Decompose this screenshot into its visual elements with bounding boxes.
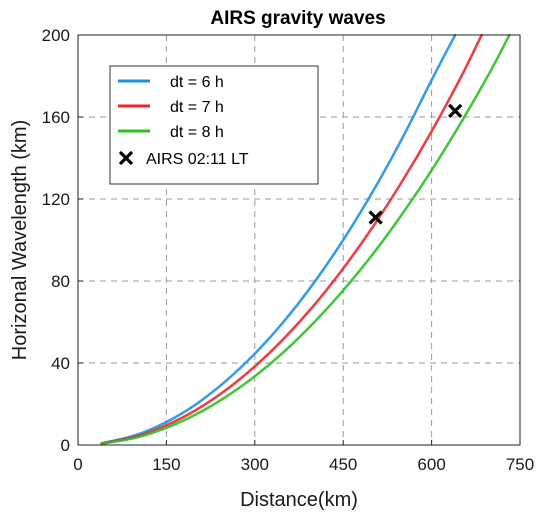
y-tick-label: 120 bbox=[42, 190, 70, 209]
x-tick-label: 600 bbox=[417, 455, 445, 474]
airs-marker bbox=[368, 210, 383, 225]
y-tick-label: 160 bbox=[42, 108, 70, 127]
series-line-dt6 bbox=[100, 33, 457, 445]
legend-label-airs: AIRS 02:11 LT bbox=[146, 151, 249, 168]
series-layer bbox=[100, 33, 511, 446]
series-line-dt7 bbox=[100, 33, 483, 445]
legend-label-dt8: dt = 8 h bbox=[170, 124, 224, 141]
y-axis-label: Horizonal Wavelength (km) bbox=[9, 120, 31, 360]
legend-label-dt6: dt = 6 h bbox=[170, 74, 224, 91]
y-tick-label: 40 bbox=[51, 354, 70, 373]
legend-marker-airs bbox=[118, 150, 134, 166]
x-tick-label: 300 bbox=[241, 455, 269, 474]
legend: dt = 6 h dt = 7 h dt = 8 h AIRS 02:11 LT bbox=[109, 65, 319, 185]
x-axis-label: Distance(km) bbox=[240, 489, 358, 511]
y-tick-label: 200 bbox=[42, 26, 70, 45]
x-tick-label: 0 bbox=[73, 455, 82, 474]
series-line-dt8 bbox=[100, 33, 511, 446]
x-tick-label: 450 bbox=[329, 455, 357, 474]
chart-title: AIRS gravity waves bbox=[210, 8, 385, 29]
x-tick-label: 150 bbox=[152, 455, 180, 474]
ticks: 0 150 300 450 600 750 0 40 80 120 160 200 bbox=[42, 26, 535, 474]
legend-label-dt7: dt = 7 h bbox=[170, 99, 224, 116]
airs-marker bbox=[448, 103, 463, 118]
plot-frame bbox=[77, 34, 521, 446]
legend-box bbox=[109, 65, 319, 185]
y-tick-label: 80 bbox=[51, 272, 70, 291]
x-tick-label: 750 bbox=[506, 455, 534, 474]
y-tick-label: 0 bbox=[61, 436, 70, 455]
